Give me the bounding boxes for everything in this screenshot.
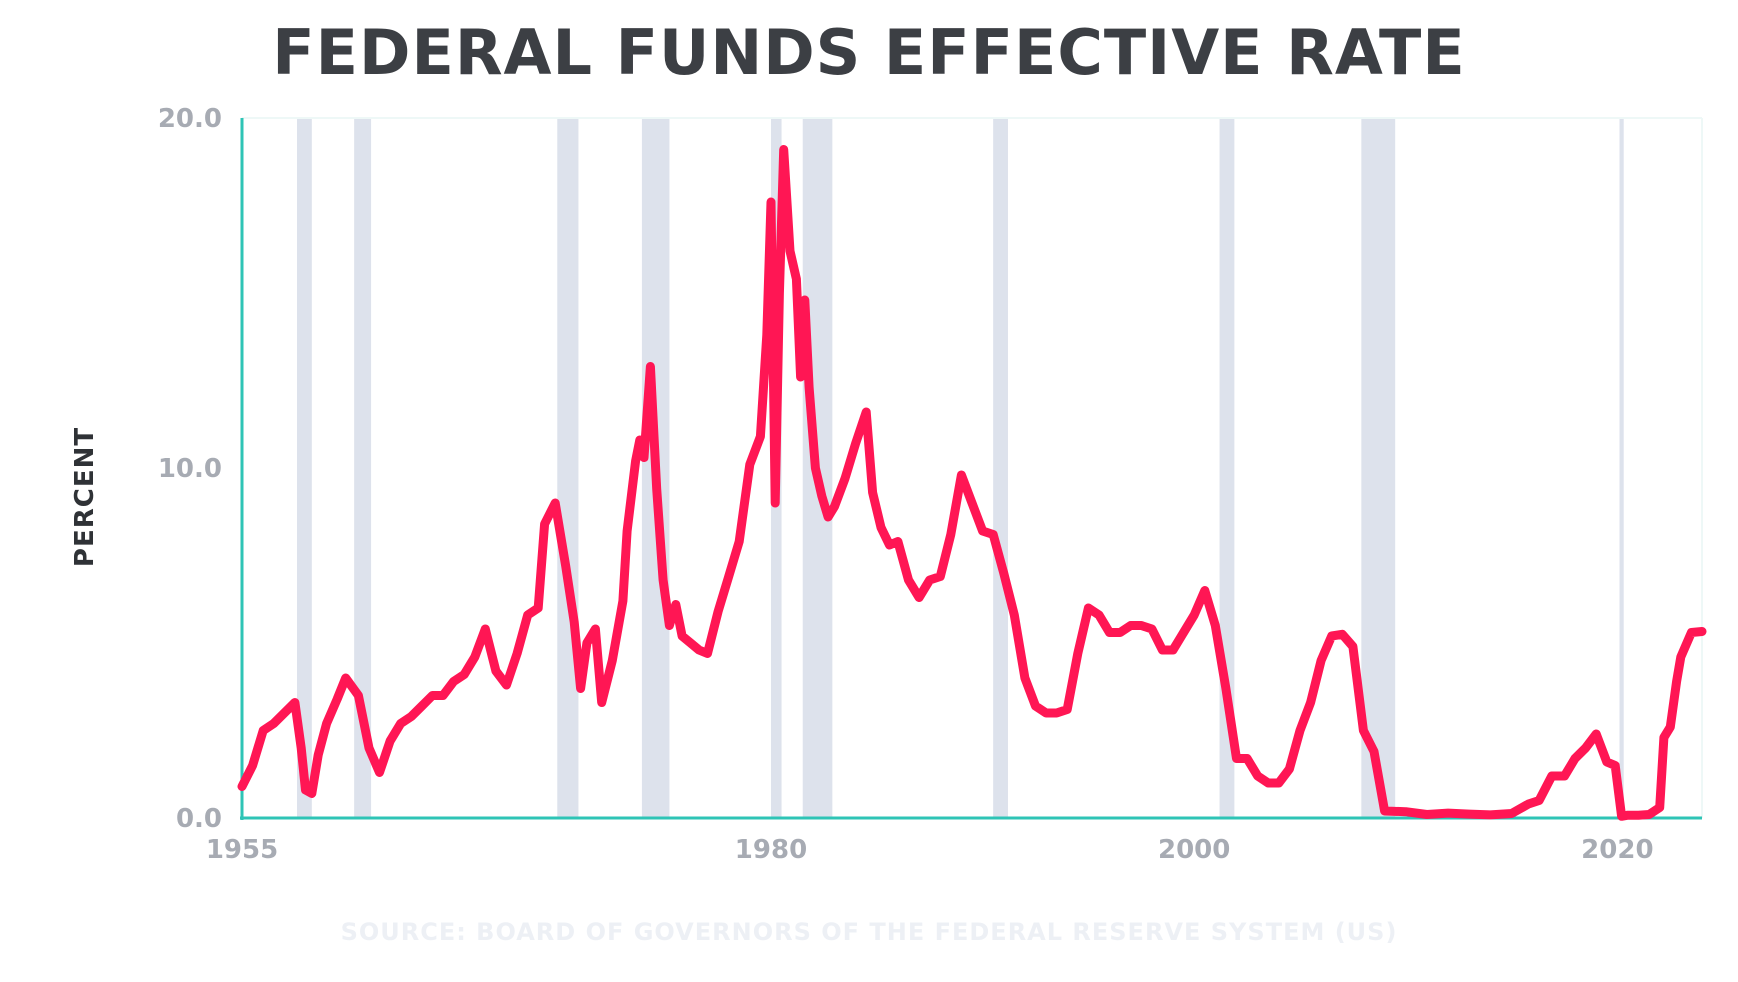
- recession-bands: [297, 118, 1624, 818]
- axes: [240, 117, 1703, 820]
- y-tick-label: 20.0: [158, 104, 222, 134]
- rate-series: [237, 145, 1707, 821]
- y-axis-label: PERCENT: [70, 427, 100, 567]
- tick-labels: 0.0 10.0 20.0 1955 1980 2000 2020: [158, 104, 1654, 865]
- x-tick-label: 1980: [735, 835, 807, 865]
- chart-title: FEDERAL FUNDS EFFECTIVE RATE: [272, 16, 1466, 89]
- recession-band: [297, 118, 312, 818]
- x-tick-label: 2020: [1581, 835, 1653, 865]
- recession-band: [354, 118, 372, 818]
- y-tick-label: 0.0: [176, 804, 222, 834]
- x-tick-label: 1955: [206, 835, 278, 865]
- recession-band: [1219, 118, 1235, 818]
- recession-band: [1361, 118, 1396, 818]
- series-line: [237, 145, 1707, 821]
- recession-band: [993, 118, 1008, 818]
- x-tick-label: 2000: [1158, 835, 1230, 865]
- source-note: SOURCE: BOARD OF GOVERNORS OF THE FEDERA…: [340, 918, 1398, 946]
- recession-band: [1619, 118, 1624, 818]
- y-tick-label: 10.0: [158, 454, 222, 484]
- recession-band: [557, 118, 579, 818]
